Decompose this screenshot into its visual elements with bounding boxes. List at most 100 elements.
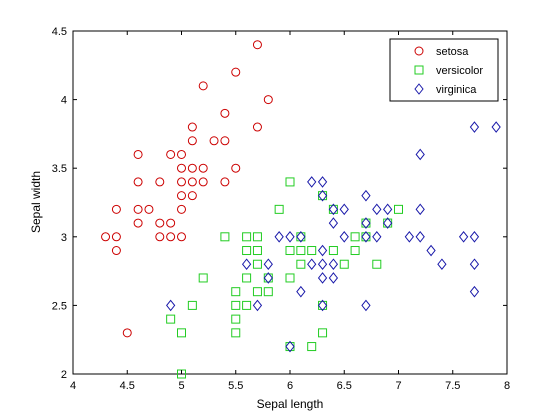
legend-marker-versicolor	[414, 65, 424, 75]
virginica-point	[469, 285, 480, 298]
virginica-point	[307, 258, 317, 271]
x-tick-label: 4.5	[120, 380, 135, 392]
versicolor-point	[252, 232, 262, 242]
x-axis-label: Sepal length	[257, 397, 324, 411]
setosa-point	[111, 246, 121, 256]
virginica-point	[361, 299, 371, 312]
setosa-point	[144, 204, 154, 214]
virginica-point	[383, 203, 393, 216]
versicolor-point	[242, 232, 252, 242]
setosa-point	[263, 95, 273, 105]
setosa-point	[220, 108, 230, 118]
versicolor-point	[231, 328, 241, 338]
virginica-point	[415, 148, 425, 161]
y-tick-label: 4.5	[52, 26, 67, 38]
y-tick-label: 2.5	[52, 300, 67, 312]
versicolor-point	[220, 232, 230, 242]
versicolor-point	[242, 273, 252, 283]
virginica-point	[285, 230, 295, 243]
virginica-point	[307, 176, 317, 188]
setosa-point	[122, 328, 132, 338]
legend-label-versicolor: versicolor	[436, 65, 483, 77]
virginica-point	[415, 203, 425, 216]
virginica-point	[296, 230, 306, 243]
x-tick-label: 5	[178, 380, 184, 392]
versicolor-point	[350, 232, 360, 242]
versicolor-point	[350, 246, 360, 256]
virginica-point	[296, 285, 306, 298]
setosa-point	[198, 177, 208, 187]
setosa-point	[187, 163, 197, 173]
setosa-point	[187, 136, 197, 146]
versicolor-point	[242, 246, 252, 256]
virginica-point	[317, 299, 328, 312]
versicolor-point	[252, 246, 262, 256]
setosa-point	[155, 218, 165, 228]
x-tick-label: 7	[395, 380, 401, 392]
virginica-point	[339, 230, 349, 243]
setosa-point	[252, 122, 262, 132]
setosa-point	[198, 163, 208, 173]
setosa-point	[177, 191, 186, 201]
versicolor-point	[231, 287, 241, 297]
setosa-point	[220, 177, 230, 187]
data-points	[101, 40, 501, 379]
virginica-point	[404, 230, 414, 243]
versicolor-point	[198, 273, 208, 283]
virginica-point	[263, 258, 273, 271]
x-tick-label: 5.5	[228, 380, 243, 392]
versicolor-point	[285, 177, 295, 187]
virginica-point	[241, 258, 252, 271]
series-virginica	[166, 121, 501, 353]
versicolor-point	[166, 314, 176, 324]
setosa-point	[111, 204, 121, 214]
y-tick-label: 2	[61, 369, 67, 381]
setosa-point	[155, 232, 165, 242]
setosa-point	[101, 232, 111, 242]
versicolor-point	[231, 314, 241, 324]
legend-marker-virginica	[414, 83, 424, 95]
virginica-point	[166, 299, 176, 312]
virginica-point	[491, 121, 501, 133]
versicolor-point	[372, 259, 382, 269]
x-tick-label: 7.5	[445, 380, 460, 392]
setosa-point	[111, 232, 121, 242]
versicolor-point	[318, 328, 328, 338]
virginica-point	[437, 258, 447, 271]
virginica-point	[317, 244, 328, 257]
virginica-point	[285, 340, 295, 353]
setosa-point	[231, 67, 241, 77]
x-tick-label: 4	[70, 380, 76, 392]
setosa-point	[198, 81, 208, 91]
setosa-point	[133, 204, 143, 214]
virginica-point	[317, 258, 328, 271]
versicolor-point	[177, 328, 186, 338]
versicolor-point	[307, 342, 317, 352]
setosa-point	[155, 177, 165, 187]
setosa-point	[187, 122, 197, 132]
virginica-point	[328, 203, 339, 216]
legend-label-setosa: setosa	[436, 46, 469, 58]
setosa-point	[177, 177, 186, 187]
setosa-point	[177, 232, 186, 242]
versicolor-point	[252, 287, 262, 297]
virginica-point	[339, 203, 349, 216]
versicolor-point	[285, 273, 295, 283]
virginica-point	[274, 230, 284, 243]
setosa-point	[133, 149, 143, 159]
versicolor-point	[252, 259, 262, 269]
setosa-point	[187, 191, 197, 201]
x-tick-label: 8	[504, 380, 510, 392]
setosa-point	[252, 40, 262, 50]
setosa-point	[177, 163, 186, 173]
virginica-point	[372, 230, 382, 243]
virginica-point	[372, 203, 382, 216]
versicolor-point	[231, 300, 241, 310]
virginica-point	[469, 258, 480, 271]
versicolor-point	[296, 259, 306, 269]
virginica-point	[361, 217, 371, 229]
setosa-point	[220, 136, 230, 146]
versicolor-point	[274, 204, 284, 214]
versicolor-point	[328, 246, 338, 256]
x-tick-label: 6.5	[337, 380, 352, 392]
